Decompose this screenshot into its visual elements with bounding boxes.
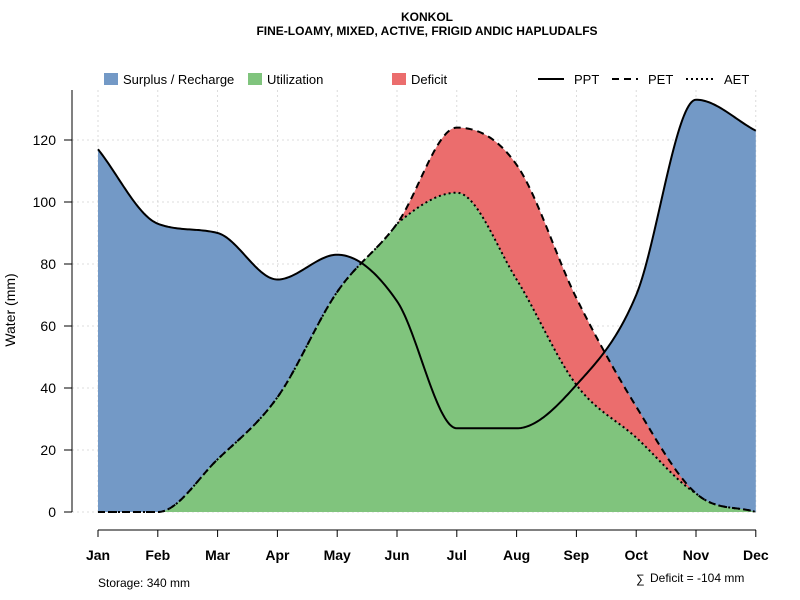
deficit-total-label: Deficit = -104 mm (650, 571, 744, 585)
x-tick-label-aug: Aug (503, 547, 530, 563)
x-tick-label-apr: Apr (265, 547, 290, 563)
x-tick-label-mar: Mar (205, 547, 230, 563)
x-tick-label-nov: Nov (683, 547, 710, 563)
chart-areas (98, 99, 756, 512)
chart-axes (71, 90, 756, 531)
y-tick-label-5: 100 (33, 194, 57, 210)
x-tick-label-sep: Sep (564, 547, 590, 563)
deficit-sum-icon: ∑ (636, 572, 645, 586)
x-tick-label-oct: Oct (625, 547, 649, 563)
y-ticks: 0 20 40 60 80 100 120 (33, 132, 72, 520)
legend-swatch-deficit (392, 73, 406, 85)
x-tick-label-jul: Jul (447, 547, 467, 563)
x-ticks: Jan Feb Mar Apr May Jun Jul Aug Sep Oct Nov Dec (86, 530, 769, 563)
line-ppt (97, 98, 757, 430)
x-tick-label-may: May (324, 547, 351, 563)
legend-label-utilization: Utilization (267, 72, 323, 87)
y-tick-label-3: 60 (40, 318, 56, 334)
legend-swatch-surplus (104, 73, 118, 85)
storage-label: Storage: 340 mm (98, 576, 190, 590)
legend-label-surplus: Surplus / Recharge (123, 72, 234, 87)
legend-swatch-utilization (248, 73, 262, 85)
chart-title: KONKOL (401, 10, 453, 24)
x-tick-label-dec: Dec (743, 547, 769, 563)
chart-lines (97, 98, 757, 513)
line-aet (98, 191, 757, 513)
chart-subtitle: FINE-LOAMY, MIXED, ACTIVE, FRIGID ANDIC … (256, 24, 597, 38)
legend: Surplus / Recharge Utilization Deficit P… (104, 72, 749, 87)
legend-label-ppt: PPT (574, 72, 599, 87)
y-tick-label-1: 20 (40, 442, 56, 458)
x-tick-label-jun: Jun (385, 547, 410, 563)
y-tick-label-2: 40 (40, 380, 56, 396)
y-tick-label-6: 120 (33, 132, 57, 148)
y-axis-label: Water (mm) (2, 273, 18, 346)
legend-label-deficit: Deficit (411, 72, 448, 87)
legend-label-aet: AET (724, 72, 749, 87)
x-tick-label-feb: Feb (145, 547, 170, 563)
legend-label-pet: PET (648, 72, 673, 87)
area-utilization (98, 192, 756, 512)
x-tick-label-jan: Jan (86, 547, 110, 563)
y-tick-label-0: 0 (48, 504, 56, 520)
y-tick-label-4: 80 (40, 256, 56, 272)
